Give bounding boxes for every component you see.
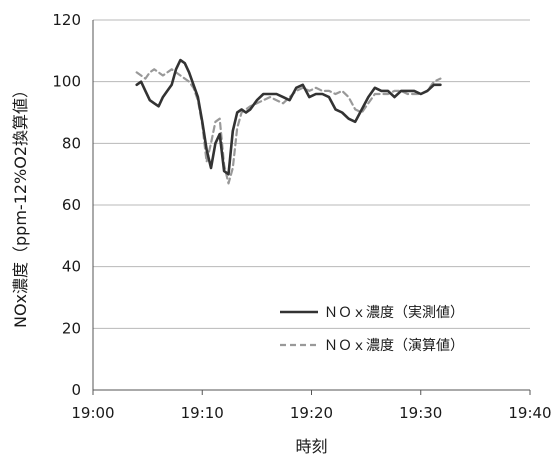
series-line-calculated [135, 68, 442, 185]
series-lines [135, 58, 442, 185]
y-tick-label-0: 0 [71, 381, 81, 399]
series-line-measured [135, 58, 442, 176]
y-tick-label-100: 100 [52, 73, 81, 91]
x-tick-label-1900: 19:00 [71, 404, 114, 422]
x-tick-label-1940: 19:40 [508, 404, 551, 422]
y-tick-label-120: 120 [52, 11, 81, 29]
x-tick-label-1930: 19:30 [399, 404, 442, 422]
x-tick-label-1910: 19:10 [181, 404, 224, 422]
x-axis-ticks: 19:00 19:10 19:20 19:30 19:40 [71, 390, 552, 422]
y-axis-title: NOx濃度（ppm-12%O2換算値） [11, 82, 30, 328]
legend-label-measured: ＮＯｘ濃度（実測値） [324, 305, 464, 321]
y-tick-label-20: 20 [62, 319, 81, 337]
y-axis-ticks: 0 20 40 60 80 100 120 [52, 11, 81, 399]
y-tick-label-80: 80 [62, 134, 81, 152]
legend: ＮＯｘ濃度（実測値） ＮＯｘ濃度（演算値） [280, 305, 464, 354]
x-tick-label-1920: 19:20 [290, 404, 333, 422]
legend-label-calculated: ＮＯｘ濃度（演算値） [324, 338, 464, 354]
x-axis-title: 時刻 [295, 437, 327, 456]
y-tick-label-40: 40 [62, 258, 81, 276]
y-tick-label-60: 60 [62, 196, 81, 214]
gridlines [93, 19, 530, 329]
